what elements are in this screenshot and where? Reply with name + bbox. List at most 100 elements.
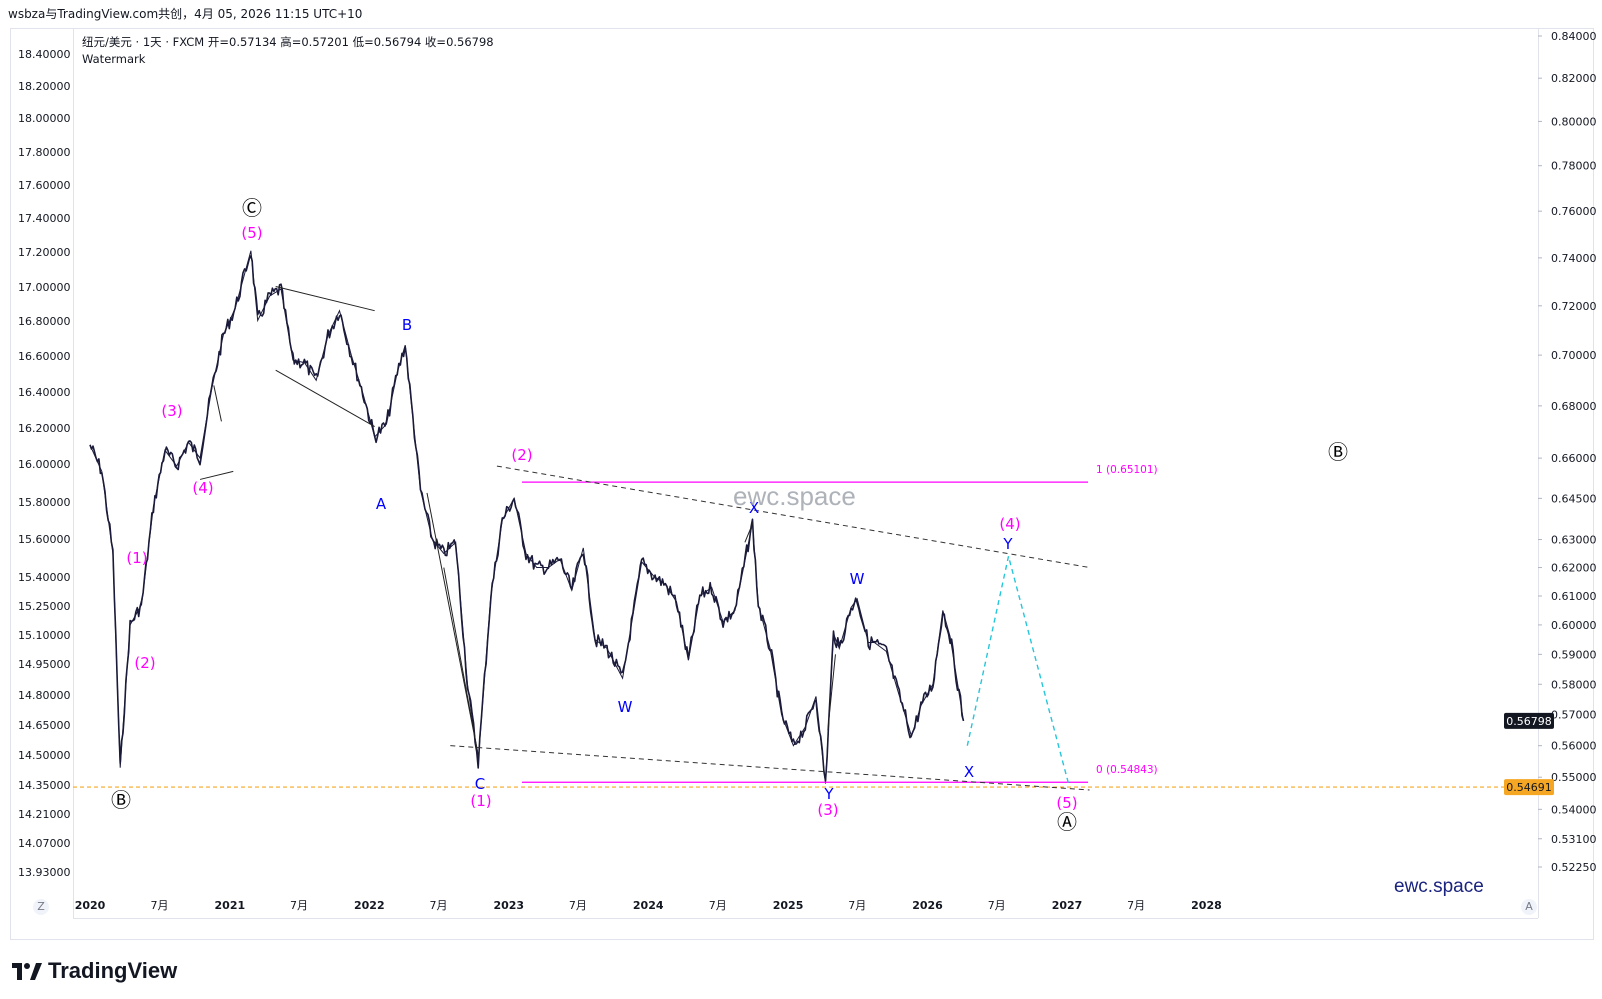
channel-line	[744, 522, 754, 543]
z-toggle-button[interactable]: Z	[33, 899, 49, 915]
right-axis-tick-label: 0.74000	[1551, 252, 1597, 265]
channel-line	[426, 492, 479, 756]
wave-label: Ⓒ	[242, 196, 262, 220]
channel-line	[275, 369, 375, 428]
left-axis-tick-label: 15.25000	[18, 600, 71, 613]
right-axis-tick-label: 0.57000	[1551, 709, 1597, 722]
time-axis-tick-label: 7月	[429, 899, 447, 912]
channel-line	[275, 285, 375, 312]
fib-level-label: 1 (0.65101)	[1096, 464, 1158, 476]
watermark-text: ewc.space	[733, 481, 856, 511]
left-axis-tick-label: 14.50000	[18, 749, 71, 762]
projection-path	[966, 556, 1070, 784]
right-axis-tick-label: 0.54000	[1551, 803, 1597, 816]
right-axis-tick-label: 0.52250	[1551, 861, 1597, 874]
wave-label: (2)	[511, 446, 532, 464]
right-axis-tick-label: 0.82000	[1551, 72, 1597, 85]
right-price-axis[interactable]	[1538, 28, 1595, 918]
right-axis-tick-label: 0.58000	[1551, 678, 1597, 691]
right-axis-tick-label: 0.56000	[1551, 740, 1597, 753]
wave-label: C	[475, 775, 485, 793]
wave-label: Ⓑ	[111, 788, 131, 812]
left-axis-tick-label: 16.20000	[18, 422, 71, 435]
left-axis-tick-label: 16.40000	[18, 386, 71, 399]
trendline	[450, 745, 1090, 791]
wave-label: (1)	[470, 792, 491, 810]
time-axis-tick-label: 2026	[912, 899, 943, 912]
ohlc-line: 纽元/美元 · 1天 · FXCM 开=0.57134 高=0.57201 低=…	[82, 35, 494, 49]
price-series-line	[89, 255, 965, 782]
left-axis-tick-label: 15.60000	[18, 533, 71, 546]
wave-label: (3)	[161, 402, 182, 420]
wave-label: (1)	[126, 549, 147, 567]
right-axis-tick-label: 0.68000	[1551, 400, 1597, 413]
tradingview-logo-text: TradingView	[48, 958, 178, 983]
left-axis-tick-label: 14.65000	[18, 719, 71, 732]
chart-frame	[10, 28, 1594, 940]
right-axis-tick-label: 0.53100	[1551, 833, 1597, 846]
left-axis-tick-label: 15.40000	[18, 571, 71, 584]
wave-label: (3)	[817, 801, 838, 819]
wave-label: W	[618, 698, 633, 716]
time-axis-tick-label: 2021	[215, 899, 246, 912]
right-axis-tick-label: 0.72000	[1551, 300, 1597, 313]
left-axis-tick-label: 15.10000	[18, 629, 71, 642]
left-axis-tick-label: 14.35000	[18, 779, 71, 792]
left-axis-tick-label: 17.00000	[18, 281, 71, 294]
left-axis-tick-label: 15.80000	[18, 496, 71, 509]
trendline	[496, 465, 1090, 569]
price-series-trend	[89, 250, 964, 784]
left-axis-tick-label: 16.00000	[18, 458, 71, 471]
right-axis-tick-label: 0.64500	[1551, 492, 1597, 505]
right-axis-tick-label: 0.84000	[1551, 30, 1597, 43]
right-axis-tick-label: 0.55000	[1551, 771, 1597, 784]
watermark-label: Watermark	[82, 52, 146, 66]
left-axis-tick-label: 16.80000	[18, 315, 71, 328]
time-axis-tick-label: 7月	[1127, 899, 1145, 912]
auto-scale-button[interactable]: A	[1521, 899, 1537, 915]
channel-line	[443, 567, 479, 756]
left-axis-tick-label: 17.40000	[18, 212, 71, 225]
last-price-tag: 0.56798	[1506, 715, 1552, 728]
wave-label: B	[402, 316, 412, 334]
time-axis-tick-label: 2028	[1191, 899, 1222, 912]
wave-label: Y	[1002, 535, 1013, 553]
left-axis-tick-label: 18.20000	[18, 80, 71, 93]
time-axis-tick-label: 2020	[75, 899, 106, 912]
left-axis-tick-label: 14.95000	[18, 658, 71, 671]
fib-level-label: 0 (0.54843)	[1096, 764, 1158, 776]
tradingview-logo[interactable]: TradingView	[12, 956, 177, 986]
time-axis-tick-label: 7月	[988, 899, 1006, 912]
left-axis-tick-label: 14.80000	[18, 689, 71, 702]
time-axis-tick-label: 7月	[709, 899, 727, 912]
left-axis-tick-label: 14.07000	[18, 837, 71, 850]
time-axis-tick-label: 7月	[569, 899, 587, 912]
left-axis-tick-label: 14.21000	[18, 808, 71, 821]
wave-label: (4)	[192, 479, 213, 497]
time-axis-tick-label: 2024	[633, 899, 664, 912]
right-axis-tick-label: 0.76000	[1551, 205, 1597, 218]
left-axis-tick-label: 18.40000	[18, 48, 71, 61]
level-price-tag: 0.54691	[1506, 781, 1552, 794]
left-axis-tick-label: 17.20000	[18, 246, 71, 259]
wave-label: X	[749, 499, 759, 517]
time-axis-tick-label: 2023	[493, 899, 524, 912]
right-axis-tick-label: 0.61000	[1551, 590, 1597, 603]
time-axis-tick-label: 7月	[151, 899, 169, 912]
right-axis-tick-label: 0.60000	[1551, 619, 1597, 632]
time-axis-tick-label: 2022	[354, 899, 385, 912]
brand-text: ewc.space	[1394, 876, 1484, 897]
attribution-bar: wsbza与TradingView.com共创，4月 05, 2026 11:1…	[8, 7, 363, 21]
wave-label: A	[376, 495, 387, 513]
left-axis-tick-label: 17.80000	[18, 146, 71, 159]
right-axis-tick-label: 0.70000	[1551, 349, 1597, 362]
channel-line	[199, 470, 234, 480]
right-axis-tick-label: 0.59000	[1551, 648, 1597, 661]
left-axis-tick-label: 16.60000	[18, 350, 71, 363]
left-price-axis[interactable]	[10, 28, 74, 918]
right-axis-tick-label: 0.80000	[1551, 115, 1597, 128]
time-axis[interactable]	[73, 918, 1538, 941]
symbol-legend[interactable]: 纽元/美元 · 1天 · FXCM 开=0.57134 高=0.57201 低=…	[82, 34, 494, 68]
wave-label: (2)	[134, 654, 155, 672]
